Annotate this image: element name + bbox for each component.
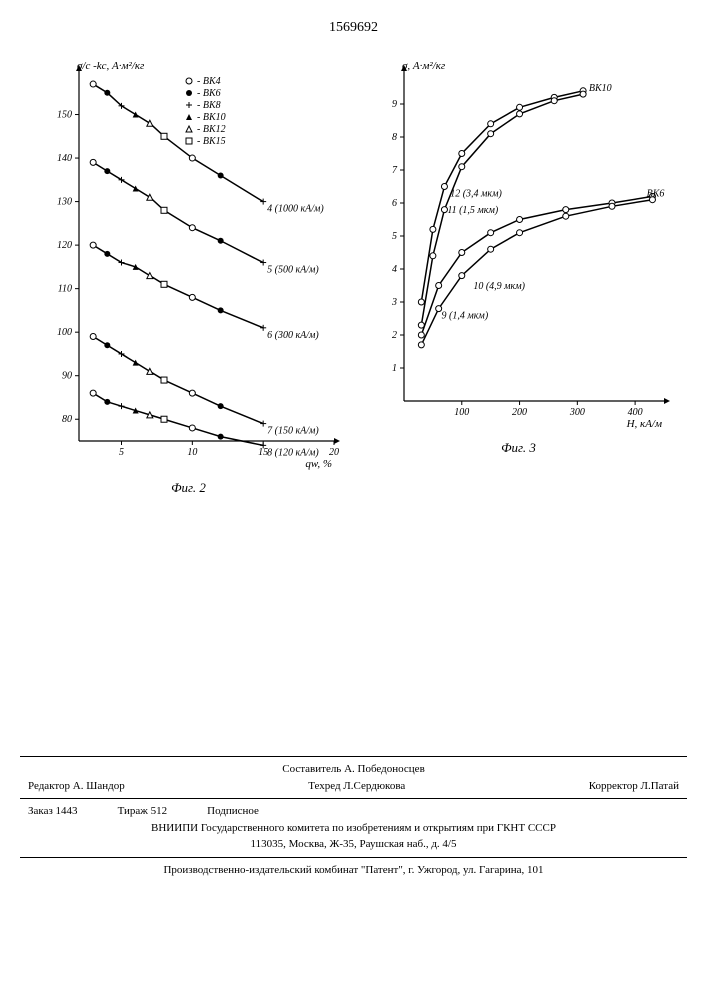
svg-text:9 (1,4 мкм): 9 (1,4 мкм)	[441, 311, 488, 322]
svg-text:300: 300	[568, 407, 584, 418]
svg-text:H, кА/м: H, кА/м	[625, 418, 661, 430]
svg-text:- ВК4: - ВК4	[197, 76, 221, 87]
svg-text:7 (150 кА/м): 7 (150 кА/м)	[267, 426, 319, 437]
svg-text:- ВК12: - ВК12	[197, 124, 226, 135]
fig2-container: 80901001101201301401505101520σ/c -kc, А·…	[34, 56, 344, 496]
svg-text:10 (4,9 мкм): 10 (4,9 мкм)	[473, 281, 525, 292]
svg-text:200: 200	[512, 407, 527, 418]
svg-text:4: 4	[392, 264, 397, 275]
svg-text:90: 90	[62, 371, 72, 382]
svg-text:- ВК15: - ВК15	[197, 136, 226, 147]
svg-text:σ, А·м²/кг: σ, А·м²/кг	[402, 60, 446, 72]
charts-row: 80901001101201301401505101520σ/c -kc, А·…	[20, 56, 687, 496]
svg-text:130: 130	[57, 197, 72, 208]
fig2-caption: Фиг. 2	[34, 480, 344, 496]
svg-text:140: 140	[57, 153, 72, 164]
footer-editor: Редактор А. Шандор	[28, 778, 125, 795]
svg-text:5: 5	[119, 447, 124, 458]
svg-text:120: 120	[57, 240, 72, 251]
footer-tech: Техред Л.Сердюкова	[308, 778, 405, 795]
footer-order: Заказ 1443	[28, 803, 78, 820]
svg-text:6 (300 кА/м): 6 (300 кА/м)	[267, 330, 319, 341]
svg-text:100: 100	[454, 407, 469, 418]
page-number: 1569692	[20, 20, 687, 36]
fig3-container: 1 2 3 4 5 6 7 8 9 100 200 300 400 σ, А·м²/кг H, кА/м ВК…	[364, 56, 674, 496]
svg-text:400: 400	[627, 407, 642, 418]
fig3-caption: Фиг. 3	[364, 440, 674, 456]
svg-text:ВК6: ВК6	[646, 188, 664, 199]
svg-text:ВК10: ВК10	[588, 83, 611, 94]
svg-text:σ/c -kc, А·м²/кг: σ/c -kc, А·м²/кг	[77, 60, 145, 72]
fig2-chart: 80901001101201301401505101520σ/c -kc, А·…	[34, 56, 344, 476]
fig3-chart: 1 2 3 4 5 6 7 8 9 100 200 300 400 σ, А·м²/кг H, кА/м ВК…	[364, 56, 674, 436]
svg-text:4 (1000 кА/м): 4 (1000 кА/м)	[267, 204, 324, 215]
svg-text:5 (500 кА/м): 5 (500 кА/м)	[267, 265, 319, 276]
footer-block: Составитель А. Победоносцев Редактор А. …	[20, 756, 687, 878]
svg-text:- ВК8: - ВК8	[197, 100, 221, 111]
svg-text:12 (3,4 мкм): 12 (3,4 мкм)	[450, 188, 502, 199]
svg-text:qw, %: qw, %	[305, 458, 332, 470]
footer-corrector: Корректор Л.Патай	[589, 778, 679, 795]
svg-text:150: 150	[57, 110, 72, 121]
svg-text:3: 3	[391, 297, 397, 308]
svg-text:8: 8	[392, 132, 397, 143]
footer-org: ВНИИПИ Государственного комитета по изоб…	[20, 820, 687, 837]
svg-text:7: 7	[392, 165, 398, 176]
footer-compiler: Составитель А. Победоносцев	[20, 761, 687, 778]
footer-tirage: Тираж 512	[118, 803, 168, 820]
svg-text:100: 100	[57, 327, 72, 338]
svg-text:110: 110	[57, 284, 71, 295]
svg-text:2: 2	[392, 330, 397, 341]
svg-text:80: 80	[62, 414, 72, 425]
svg-text:8 (120 кА/м): 8 (120 кА/м)	[267, 447, 319, 458]
svg-text:- ВК10: - ВК10	[197, 112, 226, 123]
svg-text:1: 1	[392, 363, 397, 374]
footer-addr: 113035, Москва, Ж-35, Раушская наб., д. …	[20, 836, 687, 853]
footer-sub: Подписное	[207, 803, 259, 820]
svg-text:5: 5	[392, 231, 397, 242]
footer-printer: Производственно-издательский комбинат "П…	[20, 862, 687, 879]
svg-text:- ВК6: - ВК6	[197, 88, 221, 99]
svg-text:10: 10	[187, 447, 197, 458]
svg-text:6: 6	[392, 198, 397, 209]
svg-text:9: 9	[392, 99, 397, 110]
svg-text:20: 20	[329, 447, 339, 458]
svg-text:11 (1,5 мкм): 11 (1,5 мкм)	[447, 205, 499, 216]
